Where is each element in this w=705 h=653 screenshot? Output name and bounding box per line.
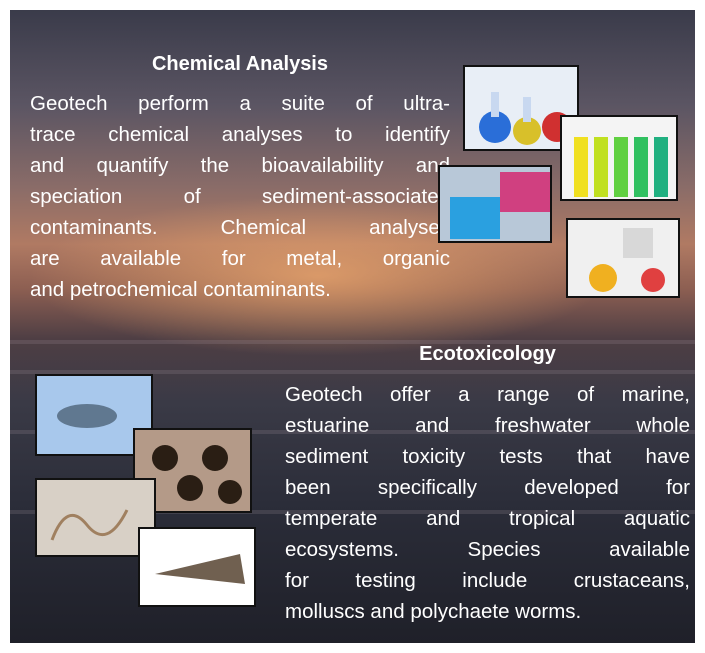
text-line: been specifically developed for [285, 472, 690, 503]
text-line: trace chemical analyses to identify [30, 119, 450, 150]
text-line: speciation of sediment-associated [30, 181, 450, 212]
text-line: Geotech offer a range of marine, [285, 379, 690, 410]
text-line: molluscs and polychaete worms. [285, 596, 690, 627]
text-line: are available for metal, organic [30, 243, 450, 274]
shell-photo [138, 527, 256, 607]
text-line: and petrochemical contaminants. [30, 274, 450, 305]
text-line: sediment toxicity tests that have [285, 441, 690, 472]
text-line: contaminants. Chemical analyses [30, 212, 450, 243]
text-line: estuarine and freshwater whole [285, 410, 690, 441]
text-line: for testing include crustaceans, [285, 565, 690, 596]
beaker-photo [438, 165, 552, 243]
text-line: and quantify the bioavailability and [30, 150, 450, 181]
section-heading: Chemical Analysis [30, 53, 450, 76]
poster: Chemical Analysis Geotech perform a suit… [10, 10, 695, 643]
page: Chemical Analysis Geotech perform a suit… [0, 0, 705, 653]
text-line: temperate and tropical aquatic [285, 503, 690, 534]
section-text: Geotech perform a suite of ultra-trace c… [30, 88, 450, 305]
lab-photo [566, 218, 680, 298]
section-heading: Ecotoxicology [285, 343, 690, 366]
tubes-photo [560, 115, 678, 201]
section-text: Geotech offer a range of marine,estuarin… [285, 379, 690, 627]
text-line: Geotech perform a suite of ultra- [30, 88, 450, 119]
text-line: ecosystems. Species available [285, 534, 690, 565]
